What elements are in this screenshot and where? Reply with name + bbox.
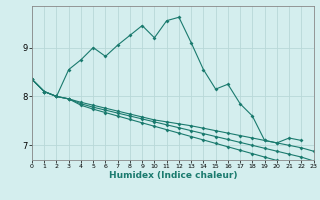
X-axis label: Humidex (Indice chaleur): Humidex (Indice chaleur): [108, 171, 237, 180]
